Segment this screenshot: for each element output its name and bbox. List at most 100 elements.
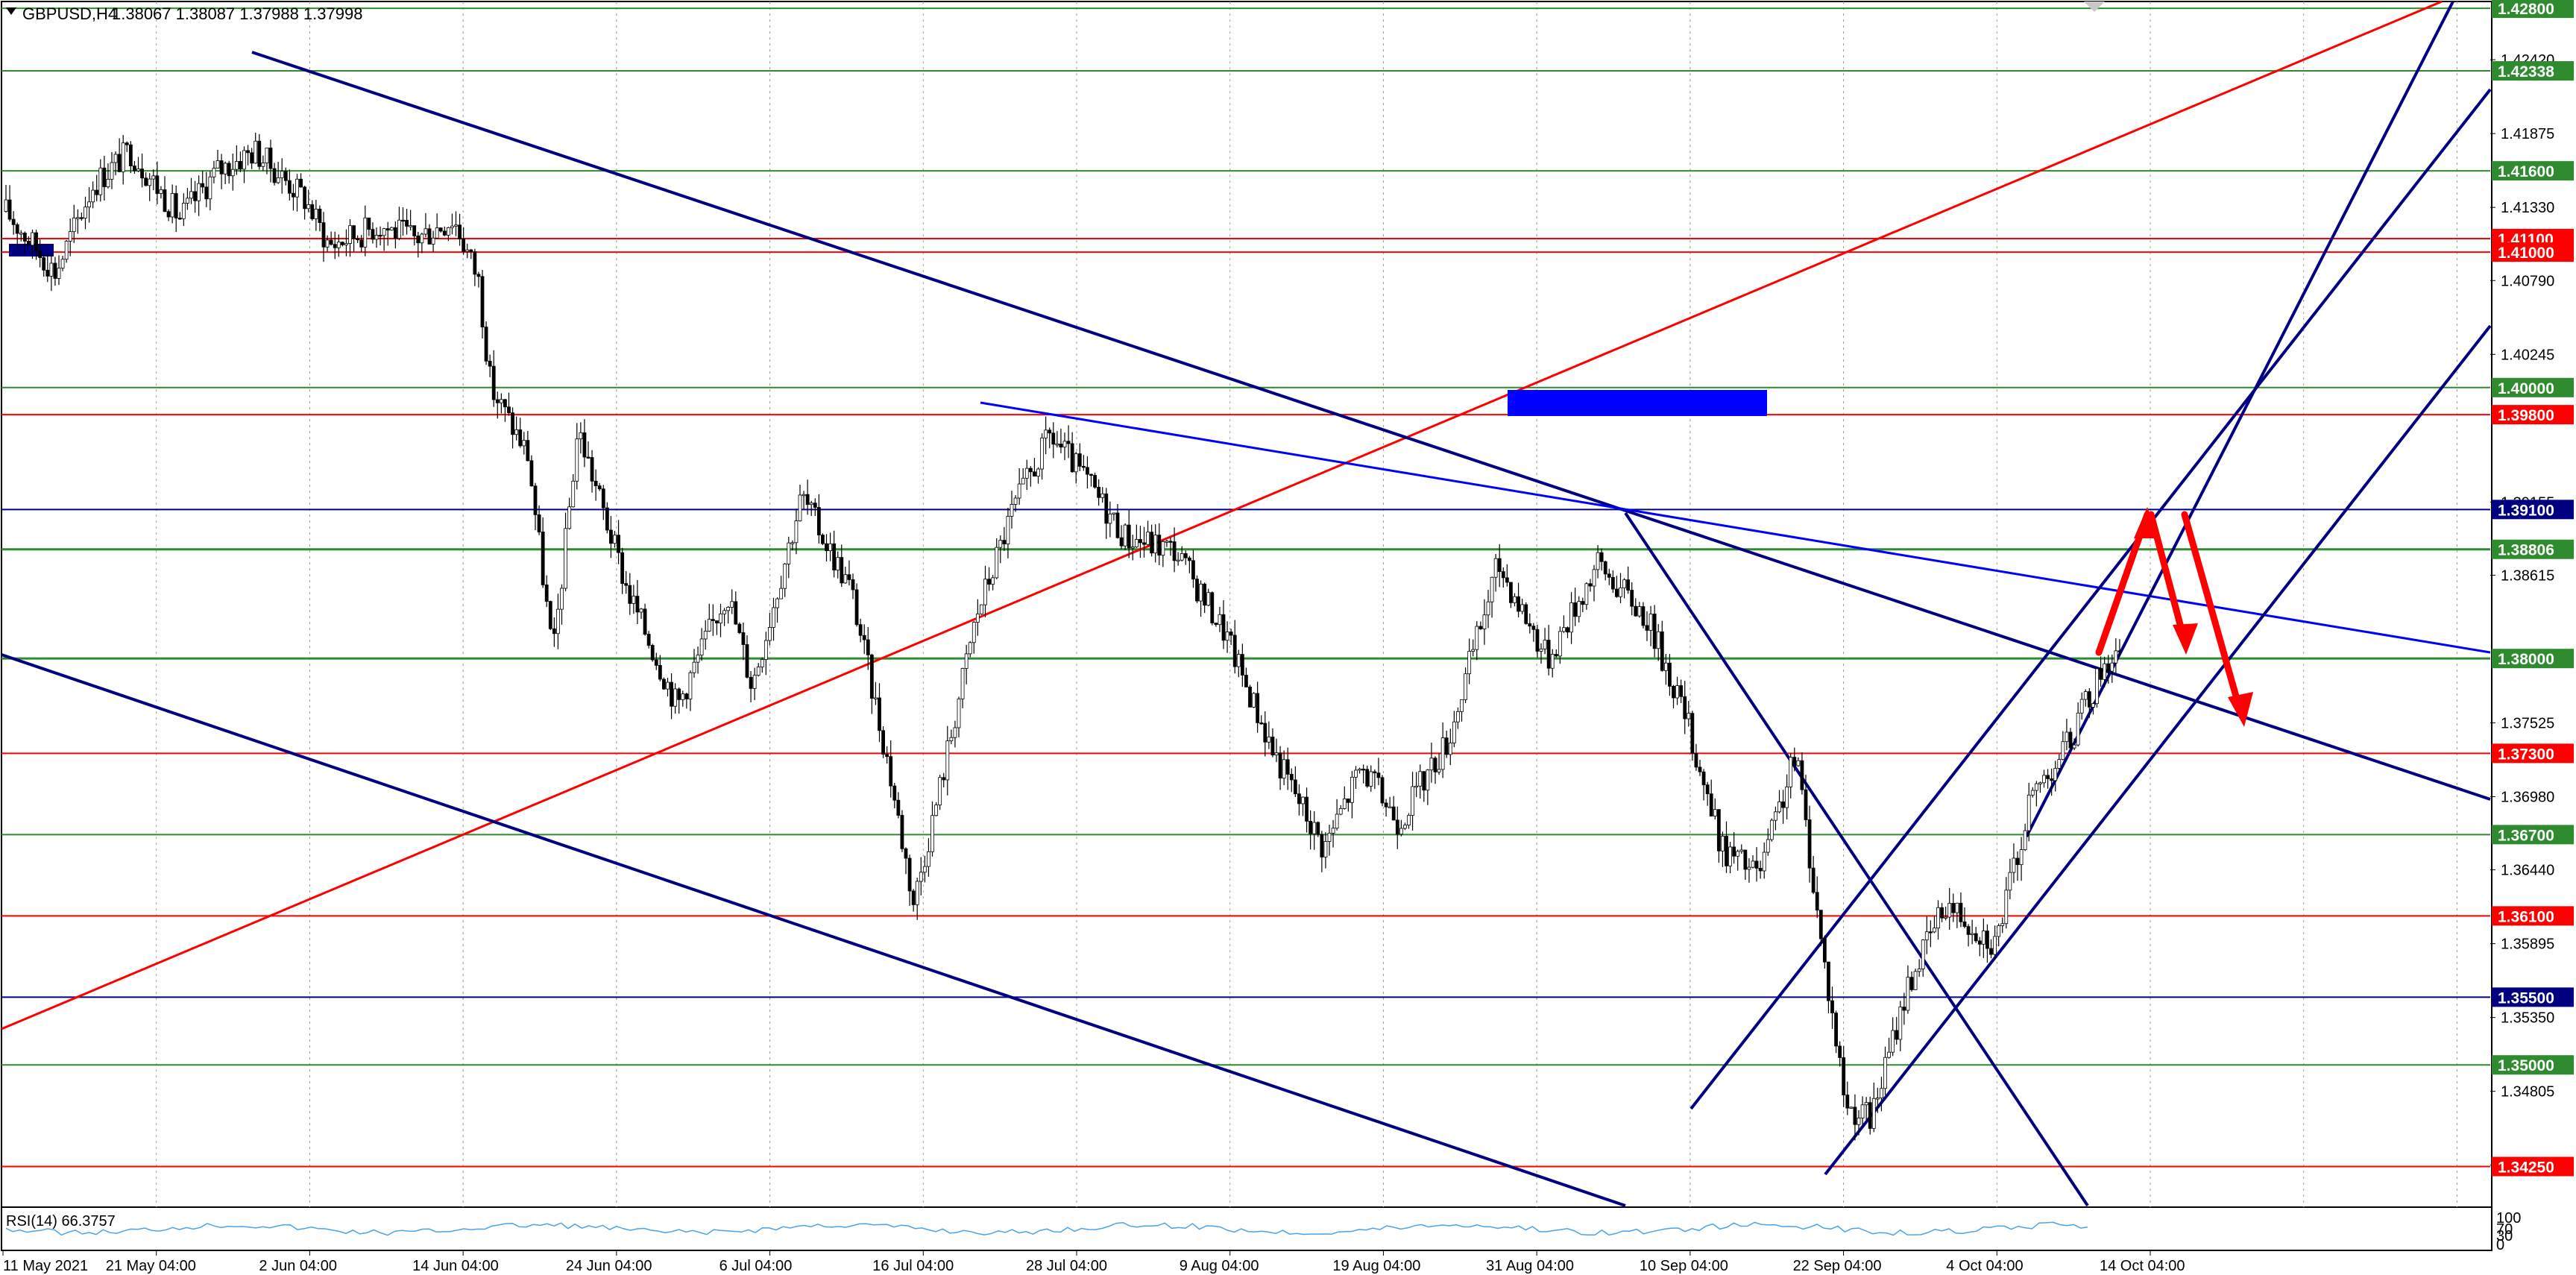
- candle-bull: [435, 227, 439, 239]
- candle-bull: [2083, 691, 2088, 700]
- candle-bear: [1187, 557, 1191, 561]
- candle-bull: [1648, 614, 1653, 631]
- candle-bull: [280, 171, 284, 178]
- candle-bear: [869, 654, 874, 699]
- channel-lower-line[interactable]: [1824, 324, 2492, 1176]
- candle-bull: [1161, 541, 1165, 556]
- candle-bear: [125, 142, 129, 145]
- y-tick-label: 1.35895: [2501, 936, 2554, 953]
- candle-bull: [1906, 977, 1910, 1011]
- candle-bull: [760, 659, 764, 667]
- candle-bear: [1928, 931, 1933, 934]
- symbol-dropdown-icon[interactable]: [6, 7, 16, 15]
- x-tick-label: 28 Jul 04:00: [1026, 1258, 1107, 1274]
- chart-shift-marker-icon[interactable]: [2084, 1, 2105, 12]
- candle-bull: [2095, 668, 2099, 705]
- candle-bear: [303, 186, 307, 210]
- candle-bear: [1811, 867, 1816, 893]
- candle-bear: [1305, 796, 1309, 822]
- level-badge-1.42338: [2492, 61, 2574, 81]
- candle-bull: [775, 598, 779, 608]
- candle-bull: [971, 622, 976, 643]
- candle-bear: [582, 432, 587, 458]
- candle-bull: [836, 557, 840, 570]
- red-rising-trendline[interactable]: [1, 0, 2443, 1030]
- level-badge-1.40000: [2492, 377, 2574, 397]
- candle-bear: [1962, 921, 1967, 927]
- candle-bear: [239, 161, 242, 170]
- candle-bull: [1739, 849, 1744, 852]
- candle-bull: [1146, 532, 1150, 545]
- candle-bear: [737, 623, 742, 633]
- candle-bear: [1229, 632, 1233, 636]
- candle-bear: [1528, 623, 1532, 627]
- candle-bull: [1327, 832, 1332, 842]
- candle-bear: [1142, 542, 1146, 545]
- time-axis[interactable]: 11 May 2021 21 May 04:00 2 Jun 04:00 14 Jun…: [2, 1250, 2185, 1274]
- navy-steep-down-line[interactable]: [1624, 511, 2089, 1207]
- x-tick-label: 9 Aug 04:00: [1180, 1258, 1259, 1274]
- candle-bull: [136, 169, 140, 171]
- candle-bull: [1036, 468, 1040, 477]
- candle-bear: [658, 664, 662, 680]
- candle-bull: [2030, 790, 2035, 796]
- candle-bull: [1944, 916, 1948, 919]
- candle-bull: [1849, 1106, 1854, 1109]
- candle-bear: [1853, 1106, 1857, 1125]
- navy-lower-trendline[interactable]: [1, 653, 1626, 1207]
- candle-bull: [681, 693, 685, 700]
- candle-bull: [2103, 663, 2107, 680]
- candle-bull: [1267, 736, 1271, 743]
- navy-zone-marker[interactable]: [9, 244, 54, 256]
- candle-bear: [942, 777, 946, 781]
- candle-bull: [1108, 513, 1112, 524]
- candle-bull: [1252, 693, 1256, 708]
- candle-bear: [11, 218, 16, 225]
- candle-bull: [98, 167, 103, 195]
- candle-bear: [177, 218, 182, 220]
- navy-descending-trendline[interactable]: [251, 51, 2491, 801]
- candle-bull: [1933, 928, 1936, 933]
- candle-bear: [476, 274, 481, 277]
- candle-bear: [1822, 938, 1827, 963]
- candle-bull: [212, 168, 216, 177]
- candle-bear: [605, 507, 609, 531]
- candle-bull: [363, 217, 368, 248]
- candle-bull: [1981, 931, 1985, 945]
- candle-bull: [1864, 1102, 1868, 1106]
- candle-bear: [359, 239, 364, 248]
- candle-bear: [393, 227, 397, 239]
- candle-bull: [431, 237, 435, 245]
- candle-bear: [401, 219, 405, 222]
- candle-bull: [1539, 648, 1543, 652]
- candle-bear: [2068, 731, 2073, 749]
- blue-zone-rectangle[interactable]: [1508, 390, 1767, 416]
- candle-bear: [133, 166, 136, 171]
- candle-bear: [412, 225, 417, 236]
- candle-bear: [900, 815, 904, 849]
- candle-bull: [2034, 783, 2038, 791]
- y-tick-label: 1.41875: [2501, 126, 2554, 142]
- rsi-label: RSI(14) 66.3757: [6, 1213, 116, 1230]
- level-badge-1.35000: [2492, 1055, 2574, 1075]
- candle-bull: [949, 737, 954, 742]
- blue-resistance-trendline[interactable]: [980, 401, 2491, 654]
- candle-bull: [215, 160, 220, 169]
- candle-bull: [420, 233, 424, 244]
- candle-bear: [624, 583, 629, 586]
- candle-bear: [1800, 760, 1804, 790]
- candle-bear: [832, 543, 837, 570]
- candle-bull: [1921, 939, 1925, 969]
- x-tick-label: 10 Sep 04:00: [1640, 1258, 1728, 1274]
- candle-bull: [1728, 846, 1732, 866]
- candle-bull: [2019, 849, 2024, 866]
- candle-bear: [1263, 722, 1267, 743]
- candle-bear: [1531, 626, 1536, 630]
- candle-bull: [1017, 483, 1021, 499]
- candle-bear: [1293, 779, 1297, 795]
- candle-bear: [1940, 907, 1944, 919]
- candle-bull: [454, 224, 458, 227]
- candle-bull: [465, 249, 470, 252]
- candle-bear: [1842, 1057, 1846, 1095]
